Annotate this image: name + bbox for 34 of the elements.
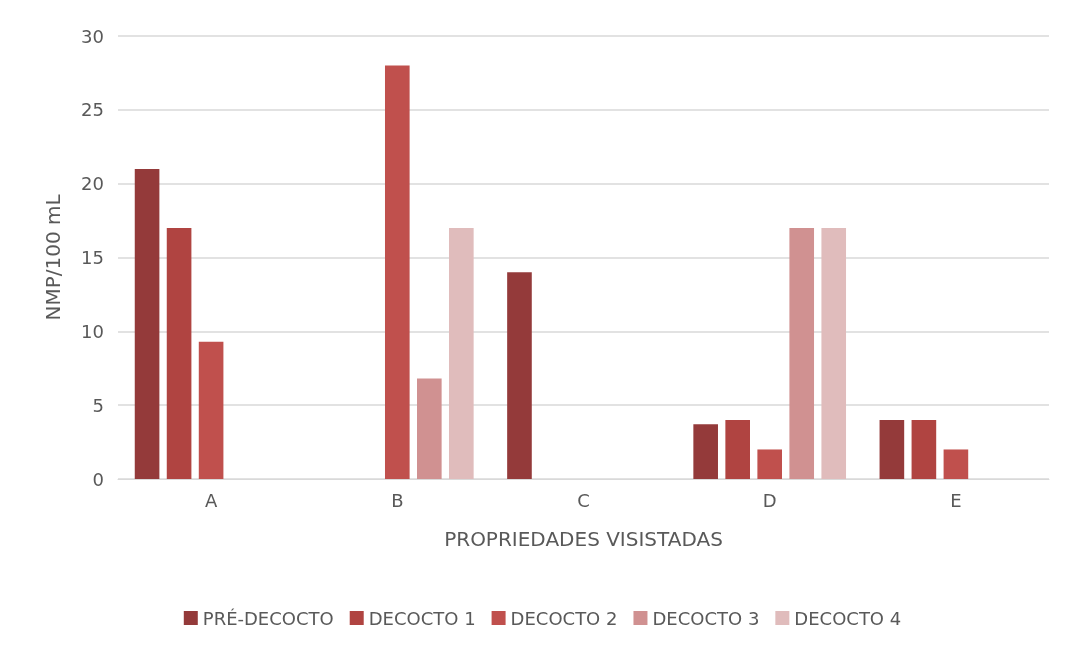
x-tick-label: B [391, 489, 404, 511]
y-tick-label: 25 [81, 99, 104, 121]
bar [821, 227, 847, 479]
x-axis-title: PROPRIEDADES VISISTADAS [444, 527, 723, 551]
bar [384, 65, 410, 479]
y-tick-label: 10 [81, 320, 104, 342]
y-tick-label: 15 [81, 247, 104, 268]
bar [693, 424, 718, 479]
bar [449, 227, 474, 479]
bar [757, 449, 783, 479]
bar [725, 419, 750, 479]
bar [134, 168, 160, 479]
bar [879, 419, 905, 479]
legend-label: DECOCTO 2 [510, 607, 618, 629]
y-axis-title: NMP/100 mL [41, 193, 65, 321]
legend-label: DECOCTO 4 [794, 607, 902, 629]
bar [789, 227, 815, 479]
y-tick-label: 0 [92, 468, 104, 490]
legend-label: DECOCTO 3 [652, 607, 760, 629]
y-tick-label: 5 [92, 394, 104, 416]
x-tick-label: E [950, 489, 962, 511]
bar [198, 341, 224, 479]
bar [507, 272, 532, 479]
bar [911, 419, 937, 479]
bar [166, 227, 192, 479]
y-tick-label: 30 [81, 25, 104, 47]
bar [417, 378, 442, 479]
legend-label: DECOCTO 1 [368, 607, 476, 629]
x-tick-label: D [762, 489, 777, 511]
y-tick-label: 20 [81, 173, 104, 195]
bar [943, 449, 969, 479]
x-tick-label: C [577, 489, 590, 511]
x-tick-label: A [204, 489, 218, 511]
legend-label: PRÉ-DECOCTO [202, 607, 334, 629]
